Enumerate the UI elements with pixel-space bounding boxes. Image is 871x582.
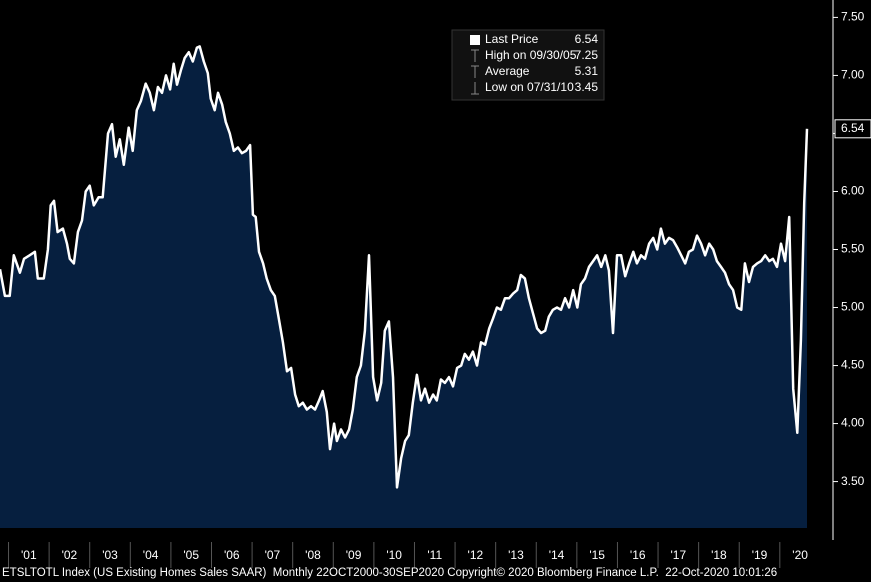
x-tick-label: '01 xyxy=(21,548,37,562)
x-tick-label: '10 xyxy=(386,548,402,562)
area xyxy=(0,46,807,529)
legend-label: Low on 07/31/10 xyxy=(485,80,574,94)
legend-label: Average xyxy=(485,64,530,78)
y-tick-label: 6.00 xyxy=(841,184,865,198)
y-tick-label: 7.00 xyxy=(841,68,865,82)
x-tick-label: '17 xyxy=(671,548,687,562)
last-price-tag xyxy=(834,119,871,139)
y-tick-label: 5.00 xyxy=(841,300,865,314)
x-tick-label: '02 xyxy=(62,548,78,562)
footer: ETSLTOTL Index (US Existing Homes Sales … xyxy=(2,567,777,579)
last-price-label: 6.54 xyxy=(841,121,865,135)
x-tick-label: '16 xyxy=(630,548,646,562)
y-tick-label: 3.50 xyxy=(841,474,865,488)
x-tick-label: '18 xyxy=(711,548,727,562)
x-tick-label: '14 xyxy=(549,548,565,562)
legend-label: Last Price xyxy=(485,32,539,46)
axes: 3.504.004.505.005.506.006.507.007.50'01'… xyxy=(8,0,871,568)
legend-value: 3.45 xyxy=(575,80,599,94)
x-tick-label: '15 xyxy=(589,548,605,562)
x-tick-label: '04 xyxy=(143,548,159,562)
x-tick-label: '08 xyxy=(305,548,321,562)
plot-area xyxy=(0,45,809,529)
x-tick-label: '13 xyxy=(508,548,524,562)
legend-label: High on 09/30/05 xyxy=(485,48,577,62)
line xyxy=(0,45,809,489)
legend-swatch xyxy=(470,35,480,45)
legend-value: 5.31 xyxy=(575,64,599,78)
x-tick-label: '06 xyxy=(224,548,240,562)
y-tick-label: 4.50 xyxy=(841,358,865,372)
x-tick-label: '12 xyxy=(468,548,484,562)
x-tick-label: '05 xyxy=(183,548,199,562)
x-tick-label: '20 xyxy=(792,548,808,562)
x-tick-label: '11 xyxy=(427,548,442,562)
x-tick-label: '09 xyxy=(346,548,362,562)
x-tick-label: '03 xyxy=(102,548,118,562)
legend: Last Price 6.54 High on 09/30/057.25 Averag… xyxy=(451,29,605,101)
x-tick-label: '19 xyxy=(752,548,768,562)
y-tick-label: 4.00 xyxy=(841,416,865,430)
y-tick-label: 5.50 xyxy=(841,242,865,256)
legend-value: 6.54 xyxy=(575,32,599,46)
x-tick-label: '07 xyxy=(265,548,281,562)
legend-value: 7.25 xyxy=(575,48,599,62)
y-tick-label: 7.50 xyxy=(841,10,865,24)
